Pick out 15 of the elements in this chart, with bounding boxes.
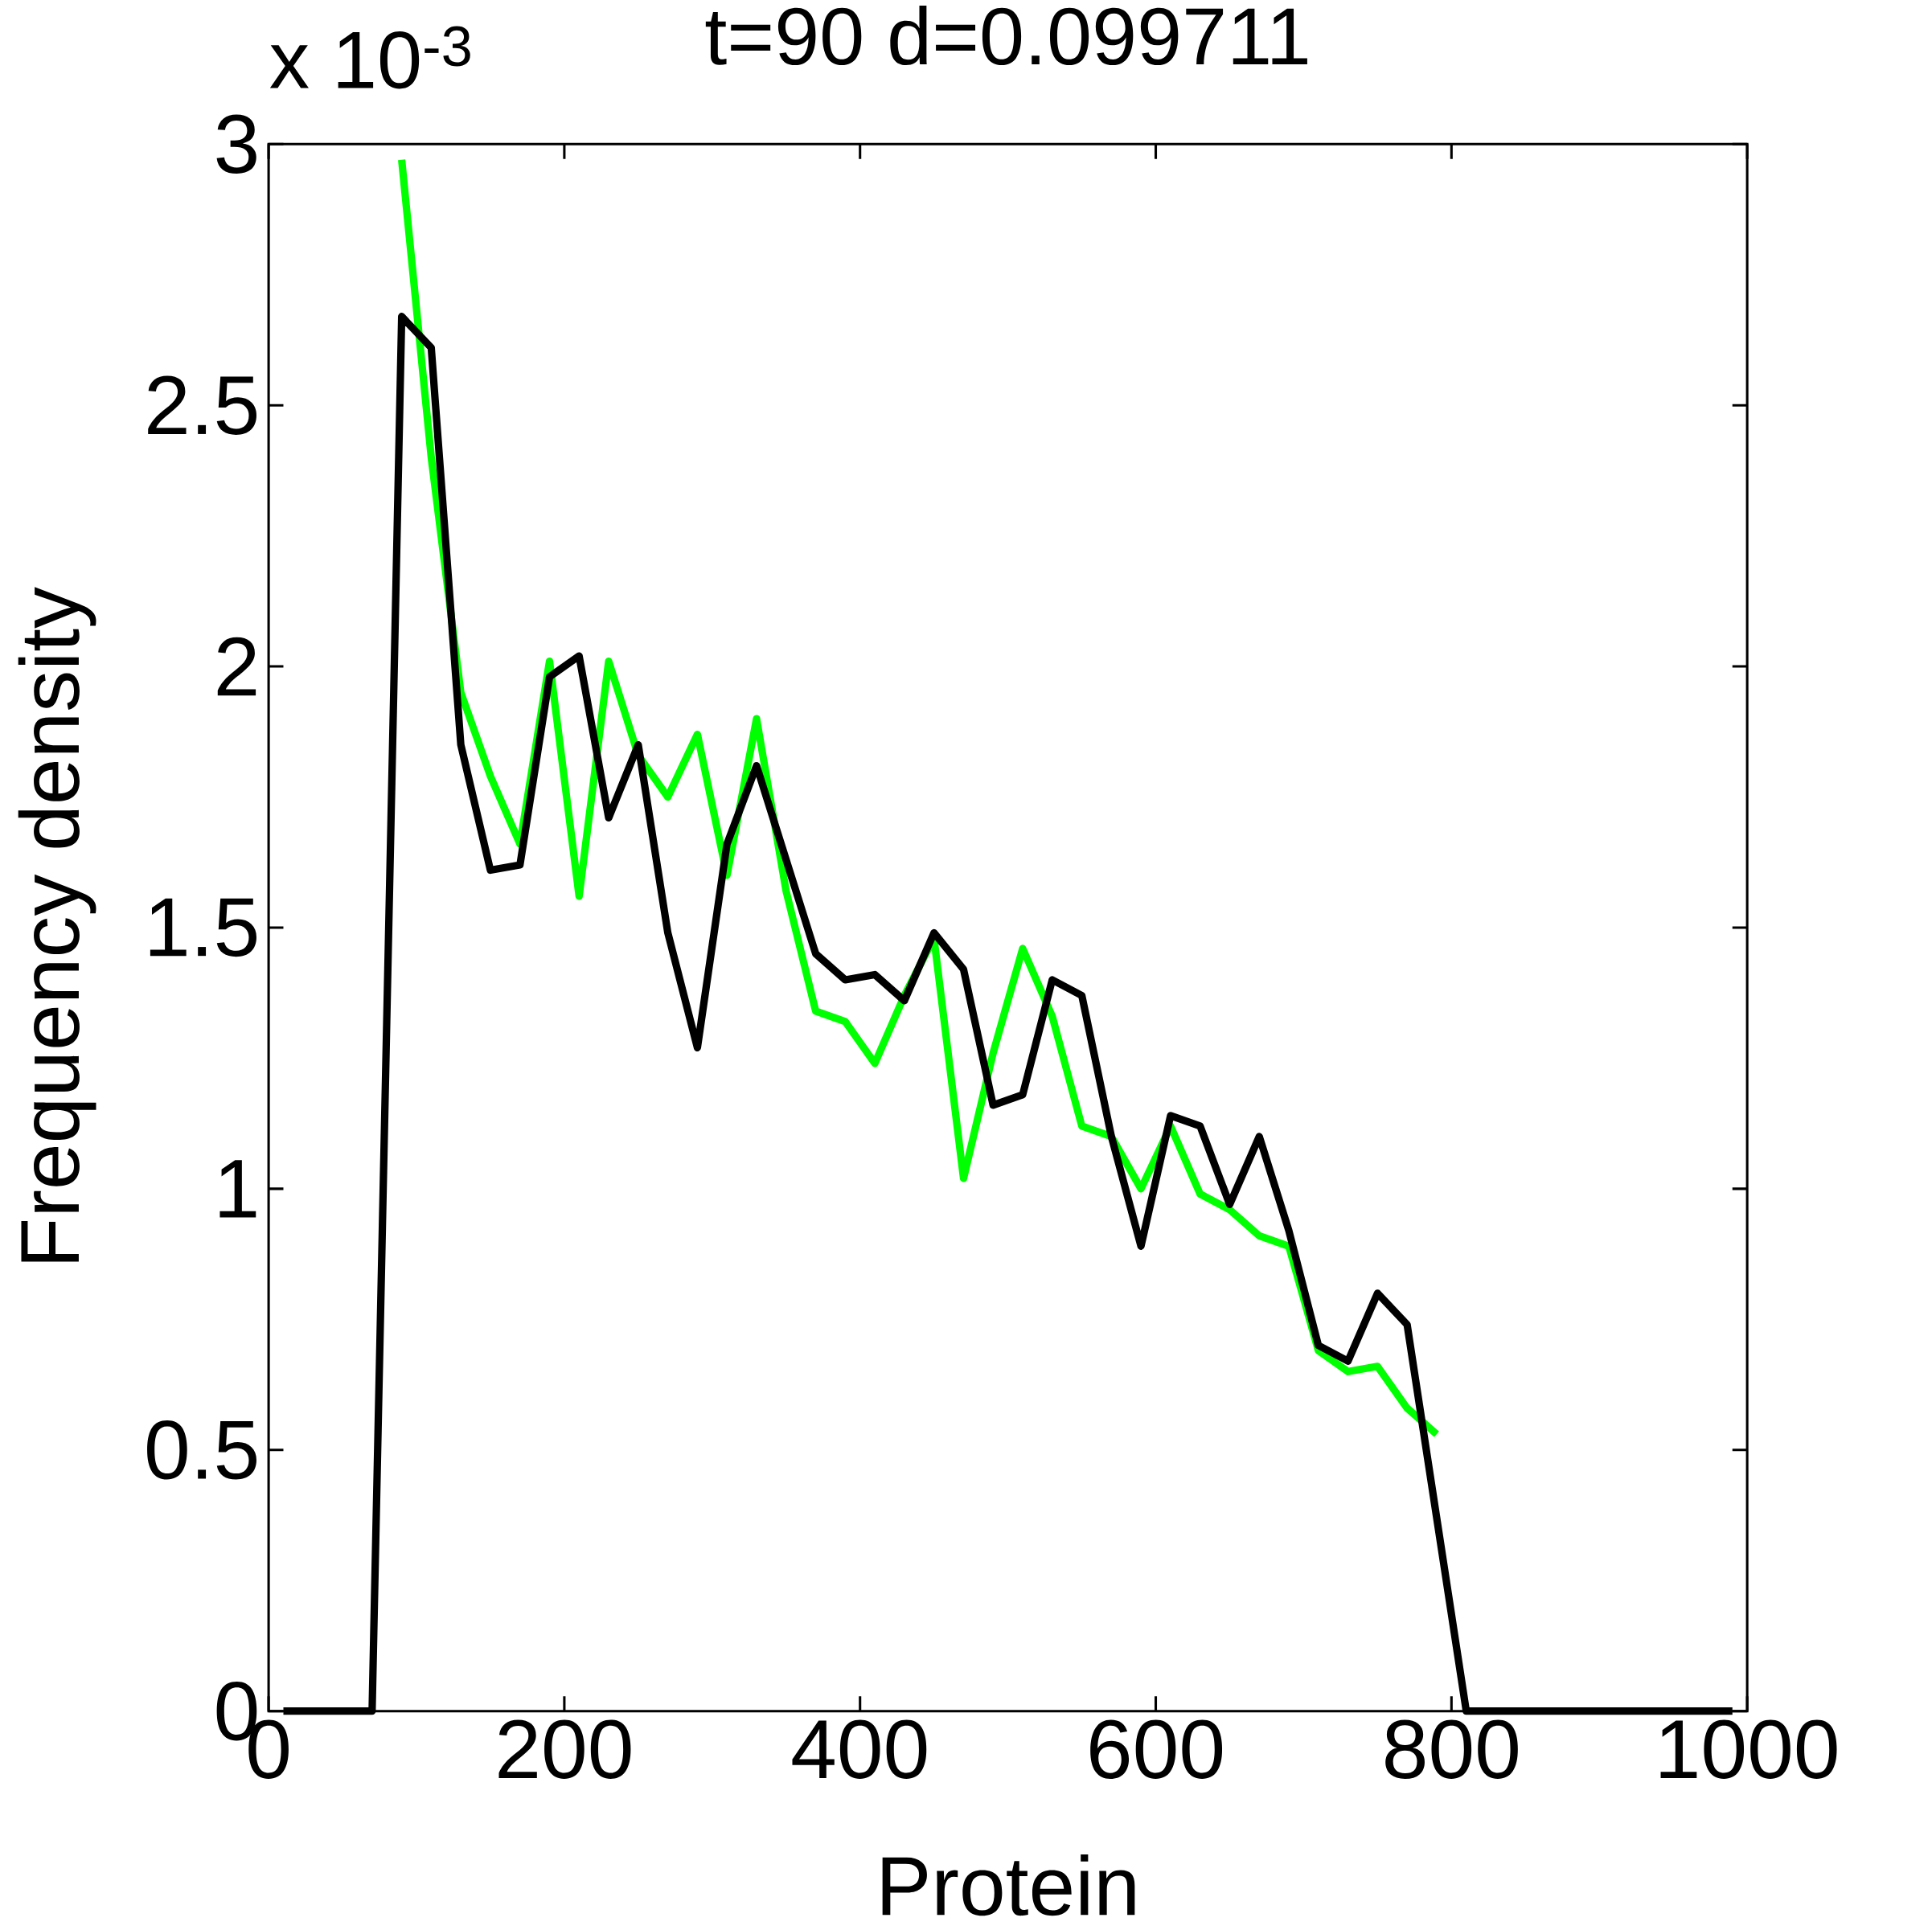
y-tick-label: 1.5 — [150, 898, 256, 957]
y-tick-label: 1 — [219, 1159, 256, 1218]
y-tick-label: 2.5 — [148, 375, 256, 435]
text: x 10$^{-3}$ — [269, 26, 470, 89]
x-tick-label: 800 — [1385, 1719, 1518, 1779]
x-tick-label: 200 — [498, 1719, 631, 1779]
y-axis-title: Frequency density — [18, 586, 96, 1262]
x-tick-label: 400 — [792, 1719, 927, 1779]
y-tick-label: 0.5 — [147, 1420, 256, 1480]
x-tick-label: 600 — [1090, 1719, 1223, 1779]
x-axis-title: Protein — [882, 1854, 1135, 1916]
y-tick-label: 2 — [217, 637, 256, 696]
x-tick-label: 1000 — [1660, 1719, 1837, 1779]
y-tick-label: 3 — [216, 114, 256, 174]
chart-title: t=90 d=0.099711 — [705, 5, 1307, 65]
